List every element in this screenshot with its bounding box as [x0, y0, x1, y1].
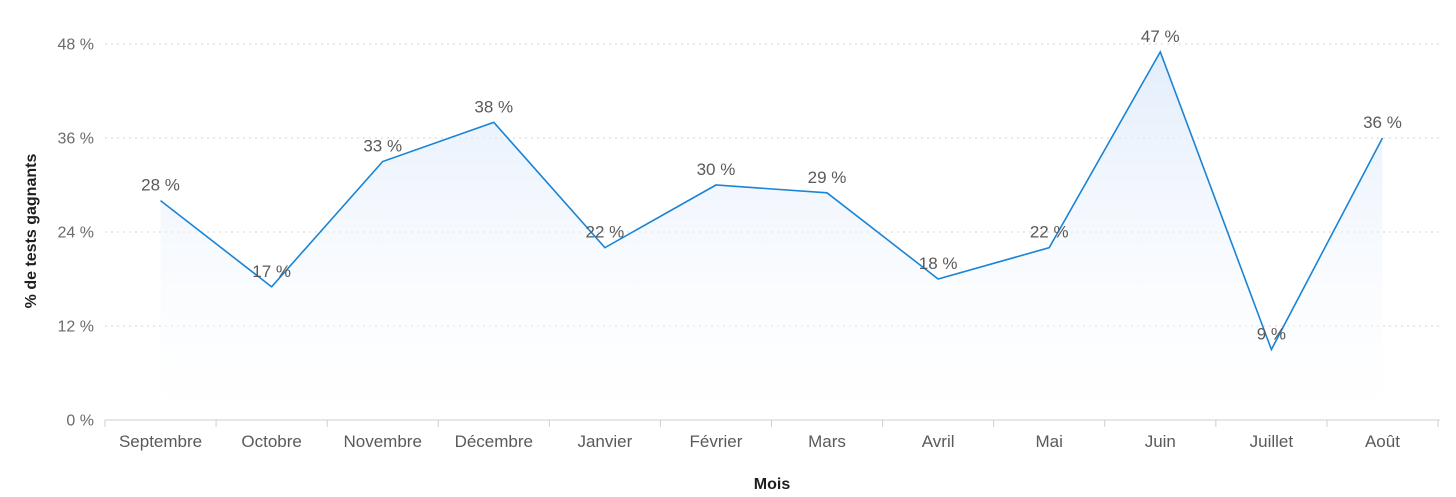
x-tick-label: Avril	[922, 432, 955, 451]
data-point	[269, 284, 275, 290]
x-axis	[104, 419, 1440, 427]
y-tick-label: 12 %	[58, 319, 94, 336]
y-axis-title: % de tests gagnants	[23, 154, 40, 309]
data-label: 36 %	[1363, 113, 1402, 132]
series-line	[160, 49, 1384, 352]
y-tick-label: 48 %	[58, 37, 94, 54]
data-point	[713, 182, 719, 188]
y-tick-label: 36 %	[58, 131, 94, 148]
series-line-group	[160, 49, 1384, 352]
data-point	[1046, 245, 1052, 251]
data-label: 22 %	[1030, 223, 1069, 242]
data-point	[1379, 135, 1385, 141]
data-point	[380, 159, 386, 165]
x-tick-label: Mars	[808, 432, 846, 451]
data-point	[824, 190, 830, 196]
data-label: 28 %	[141, 176, 180, 195]
data-point	[1268, 347, 1274, 353]
data-point	[158, 198, 164, 204]
series-area	[160, 51, 1383, 420]
data-label: 30 %	[697, 160, 736, 179]
x-tick-label: Octobre	[241, 432, 301, 451]
data-label: 9 %	[1257, 325, 1286, 344]
data-point	[602, 245, 608, 251]
data-label: 38 %	[474, 97, 513, 116]
x-tick-label: Février	[690, 432, 743, 451]
data-point	[935, 276, 941, 282]
data-label: 17 %	[252, 262, 291, 281]
x-tick-label: Août	[1365, 432, 1400, 451]
x-tick-label: Mai	[1036, 432, 1063, 451]
x-axis-tick-labels: Septembre Octobre Novembre Décembre Janvier F…	[119, 432, 1400, 451]
y-axis-tick-labels: 0 % 12 % 24 % 36 % 48 %	[58, 37, 94, 430]
data-label: 29 %	[808, 168, 847, 187]
x-tick-label: Juillet	[1250, 432, 1294, 451]
data-label: 18 %	[919, 254, 958, 273]
x-axis-title: Mois	[754, 476, 791, 493]
x-tick-label: Janvier	[577, 432, 632, 451]
data-point	[1157, 49, 1163, 55]
data-labels: 28 % 17 % 33 % 38 % 22 % 30 % 29 % 18 % 22 % 47 %…	[141, 27, 1402, 344]
data-label: 33 %	[363, 137, 402, 156]
data-label: 22 %	[586, 223, 625, 242]
x-tick-label: Décembre	[455, 432, 533, 451]
data-label: 47 %	[1141, 27, 1180, 46]
x-tick-label: Septembre	[119, 432, 202, 451]
data-point	[491, 119, 497, 125]
x-tick-label: Juin	[1145, 432, 1176, 451]
y-tick-label: 24 %	[58, 225, 94, 242]
y-tick-label: 0 %	[66, 413, 94, 430]
x-tick-label: Novembre	[343, 432, 421, 451]
series-area-group	[160, 51, 1383, 420]
